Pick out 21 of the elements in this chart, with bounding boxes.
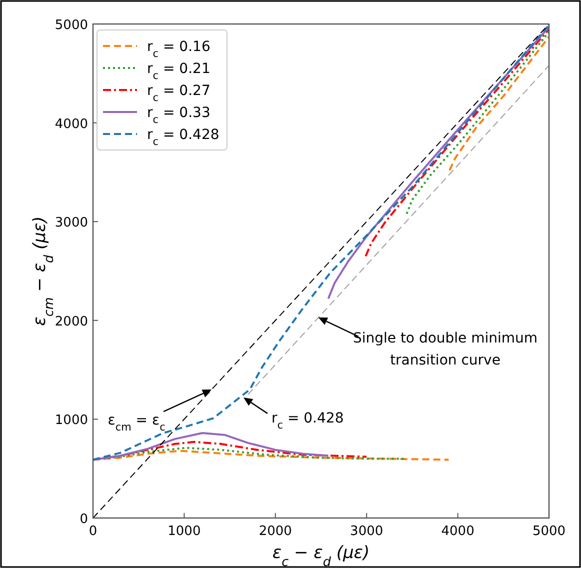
legend-label: r$_{c}$ = 0.428: [147, 127, 220, 148]
y-tick-label: 1000: [54, 413, 88, 428]
x-tick-label: 5000: [532, 524, 566, 539]
y-tick-label: 4000: [54, 116, 88, 132]
legend-label: r$_{c}$ = 0.33: [147, 105, 210, 126]
x-tick-label: 2000: [258, 524, 292, 539]
x-tick-label: 4000: [441, 524, 474, 539]
y-tick-label: 3000: [54, 216, 88, 231]
x-tick-label: 3000: [350, 524, 384, 539]
y-tick-label: 0: [80, 512, 88, 527]
legend-label: r$_{c}$ = 0.27: [147, 83, 210, 104]
y-tick-label: 2000: [54, 314, 88, 330]
annotation: r$_{c}$ = 0.428: [271, 410, 344, 432]
legend-label: r$_{c}$ = 0.21: [147, 61, 210, 82]
x-tick-label: 1000: [168, 524, 201, 539]
y-tick-label: 5000: [54, 18, 88, 33]
annotation: Single to double minimum transition curve: [352, 330, 538, 368]
legend-label: r$_{c}$ = 0.16: [147, 39, 210, 60]
x-tick-label: 0: [88, 524, 98, 539]
annotation: ε$_{cm}$ = ε$_{c}$: [108, 412, 166, 434]
x-axis-title: ε$_{c}$ − ε$_{d}$ (με): [272, 543, 370, 570]
